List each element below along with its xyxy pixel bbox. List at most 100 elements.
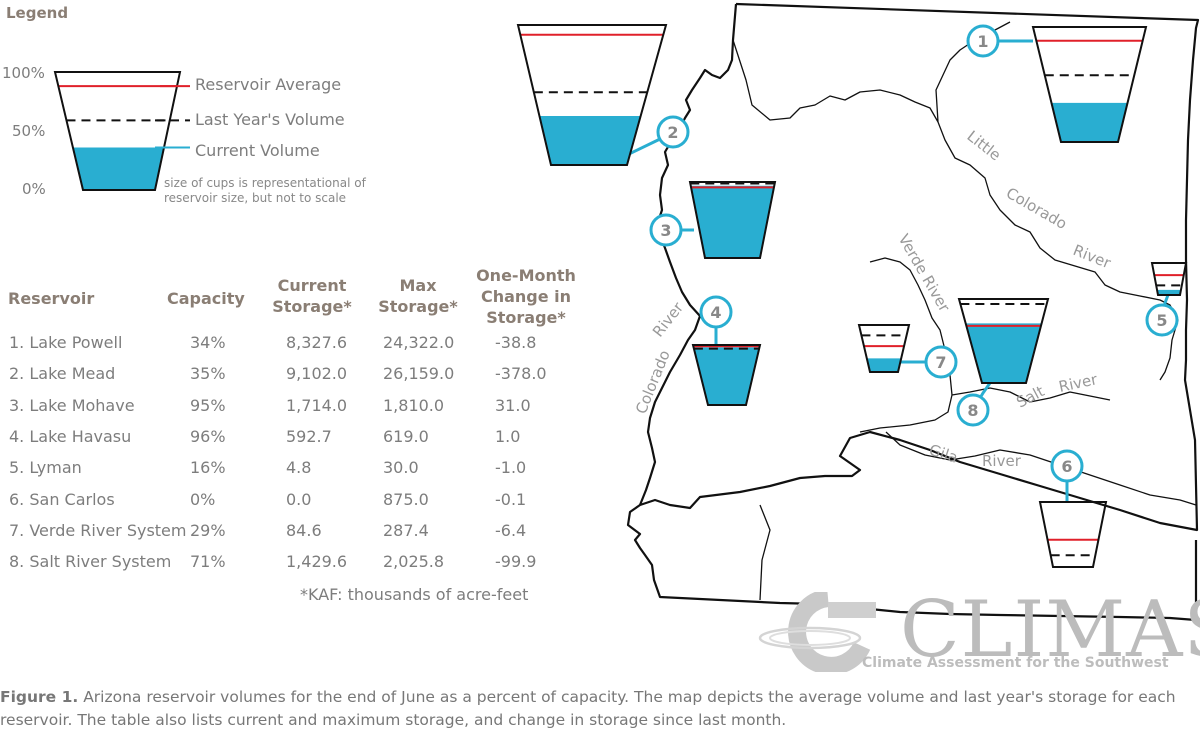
legend-label-average: Reservoir Average bbox=[195, 75, 342, 94]
county-lines bbox=[732, 21, 1197, 601]
river-label-salt-river: River bbox=[1057, 370, 1100, 396]
cell-name: 2. Lake Mead bbox=[9, 364, 116, 384]
cup-1-current-volume bbox=[1051, 102, 1128, 142]
cell-current: 8,327.6 bbox=[286, 333, 348, 352]
legend-tick-0: 0% bbox=[22, 180, 46, 198]
marker-7-circle bbox=[924, 345, 958, 379]
legend-tick-100: 100% bbox=[2, 64, 45, 82]
reservoir-cup-2: 2 bbox=[516, 24, 690, 166]
marker-8-circle bbox=[956, 393, 990, 427]
marker-1-label: 1 bbox=[977, 32, 988, 51]
th-max: Max Storage* bbox=[368, 275, 468, 317]
cell-current: 0.0 bbox=[286, 489, 312, 509]
cell-current: 592.7 bbox=[286, 426, 332, 446]
cup-8-current-volume bbox=[965, 323, 1042, 383]
cup-5-current-volume bbox=[1157, 289, 1181, 295]
table-footnote: *KAF: thousands of acre-feet bbox=[300, 585, 529, 604]
cell-capacity: 0% bbox=[190, 489, 216, 509]
marker-2-label: 2 bbox=[667, 123, 678, 142]
river-label-river-lower: River bbox=[649, 298, 688, 340]
cell-current: 84.6 bbox=[286, 520, 322, 540]
cell-max: 619.0 bbox=[383, 426, 429, 446]
marker-2-circle bbox=[656, 115, 690, 149]
cup-4-outline bbox=[691, 344, 762, 406]
river-label-gila: Gila bbox=[927, 441, 960, 467]
figure-caption-text: Arizona reservoir volumes for the end of… bbox=[0, 688, 1176, 729]
climas-logo-text: CLIMAS bbox=[900, 585, 1200, 675]
marker-5-circle bbox=[1145, 303, 1179, 337]
cell-capacity: 16% bbox=[190, 458, 226, 478]
legend-label-current: Current Volume bbox=[195, 141, 320, 160]
cell-name: 1. Lake Powell bbox=[9, 333, 123, 352]
marker-7-label: 7 bbox=[935, 353, 946, 372]
cell-name: 7. Verde River System bbox=[9, 520, 187, 540]
cup-7-outline bbox=[857, 324, 911, 373]
th-current-line-1: Current bbox=[277, 276, 347, 295]
cell-change: -99.9 bbox=[495, 552, 537, 572]
reservoir-cup-1: 1 bbox=[966, 24, 1148, 143]
marker-6-label: 6 bbox=[1061, 457, 1072, 476]
reservoir-cup-4: 4 bbox=[691, 295, 762, 406]
cell-capacity: 95% bbox=[190, 395, 226, 415]
cup-8-outline bbox=[957, 298, 1050, 384]
cell-current: 1,429.6 bbox=[286, 552, 348, 572]
cell-name: 3. Lake Mohave bbox=[9, 395, 135, 415]
cell-change: -0.1 bbox=[495, 489, 527, 509]
th-change-line-2: Change in bbox=[480, 287, 572, 306]
river-label-river-upper: River bbox=[1071, 241, 1115, 273]
cup-5-outline bbox=[1150, 262, 1188, 296]
river-label-salt: Salt bbox=[1013, 382, 1047, 411]
river-label-colorado-upper: Colorado bbox=[1003, 184, 1070, 233]
marker-6-circle bbox=[1050, 449, 1084, 483]
legend-cup-current-volume bbox=[72, 147, 164, 190]
legend-note-line-2: reservoir size, but not to scale bbox=[164, 191, 347, 205]
legend-label-last-year: Last Year's Volume bbox=[195, 110, 345, 129]
cell-current: 9,102.0 bbox=[286, 364, 348, 384]
river-label-gila-river: River bbox=[982, 452, 1022, 470]
cup-2-current-volume bbox=[539, 116, 641, 165]
cell-change: -38.8 bbox=[495, 333, 537, 352]
cell-name: 8. Salt River System bbox=[9, 552, 172, 572]
river-label-little: Little bbox=[964, 127, 1005, 164]
river-label-verde: Verde River bbox=[895, 231, 954, 316]
marker-3-label: 3 bbox=[660, 221, 671, 240]
cell-name: 4. Lake Havasu bbox=[9, 426, 132, 446]
cell-max: 30.0 bbox=[383, 458, 419, 478]
legend-note-line-1: size of cups is representational of bbox=[164, 176, 366, 190]
cell-capacity: 71% bbox=[190, 552, 226, 572]
cell-capacity: 96% bbox=[190, 426, 226, 446]
cell-capacity: 34% bbox=[190, 333, 226, 352]
legend-title: Legend bbox=[6, 4, 69, 22]
th-capacity: Capacity bbox=[167, 289, 245, 308]
cell-name: 5. Lyman bbox=[9, 458, 82, 478]
cell-capacity: 29% bbox=[190, 520, 226, 540]
cup-1-outline bbox=[1031, 26, 1148, 143]
cup-6-outline bbox=[1038, 501, 1108, 568]
reservoir-cup-6: 6 bbox=[1038, 449, 1108, 568]
cell-max: 875.0 bbox=[383, 489, 429, 509]
climas-logo-tagline: Climate Assessment for the Southwest bbox=[862, 655, 1169, 671]
cup-3-current-volume bbox=[690, 185, 775, 258]
marker-3-circle bbox=[649, 213, 683, 247]
th-reservoir: Reservoir bbox=[8, 289, 95, 308]
cup-7-current-volume bbox=[866, 358, 902, 372]
marker-5-label: 5 bbox=[1156, 311, 1167, 330]
th-change-line-1: One-Month bbox=[476, 266, 576, 285]
climas-logo-mark bbox=[758, 592, 876, 672]
cell-change: 31.0 bbox=[495, 395, 531, 415]
th-change: One-Month Change in Storage* bbox=[466, 265, 586, 328]
cup-4-current-volume bbox=[693, 347, 760, 405]
figure-caption: Figure 1. Arizona reservoir volumes for … bbox=[0, 686, 1200, 732]
cell-max: 26,159.0 bbox=[383, 364, 455, 384]
figure-caption-label: Figure 1. bbox=[0, 688, 79, 706]
th-max-line-2: Storage* bbox=[378, 297, 458, 316]
cell-change: -1.0 bbox=[495, 458, 527, 478]
cell-capacity: 35% bbox=[190, 364, 226, 384]
legend-cup bbox=[53, 71, 190, 191]
th-max-line-1: Max bbox=[399, 276, 437, 295]
legend-tick-50: 50% bbox=[12, 122, 46, 140]
marker-8-label: 8 bbox=[967, 401, 978, 420]
cup-3-outline bbox=[688, 181, 777, 259]
reservoir-cup-3: 3 bbox=[649, 181, 777, 259]
